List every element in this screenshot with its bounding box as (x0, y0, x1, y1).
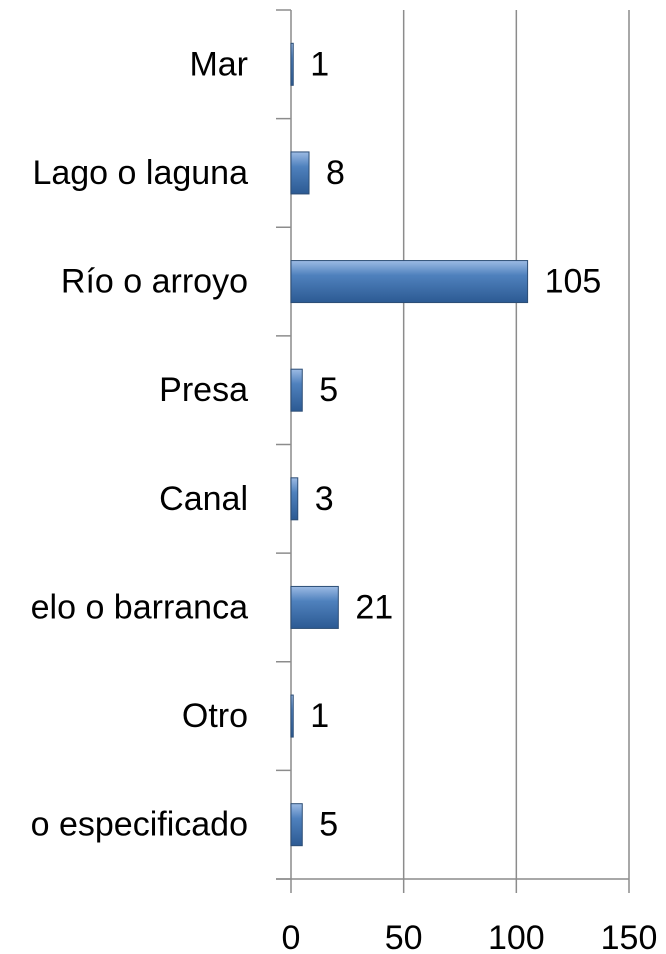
x-tick-label: 150 (601, 919, 658, 954)
y-tick-label: Canal (159, 480, 248, 518)
bar (290, 151, 310, 195)
bar (290, 803, 303, 847)
data-label: 1 (310, 45, 329, 83)
y-tick-label: Río o arroyo (61, 263, 248, 301)
y-tick-label: Presa (159, 371, 248, 409)
bar (290, 42, 294, 86)
bar (290, 260, 529, 304)
y-tick-label: Otro (182, 697, 248, 735)
bar (290, 694, 294, 738)
bar (290, 477, 299, 521)
x-tick-label: 100 (488, 919, 545, 954)
data-label: 3 (315, 480, 334, 518)
y-tick-label: elo o barranca (31, 588, 248, 626)
y-tick-label: o especificado (31, 806, 248, 844)
y-tick-label: Mar (189, 45, 248, 83)
data-label: 21 (355, 588, 393, 626)
data-label: 5 (319, 806, 338, 844)
x-tick-label: 0 (282, 919, 301, 954)
data-label: 105 (545, 263, 602, 301)
data-label: 8 (326, 154, 345, 192)
bar (290, 368, 303, 412)
x-tick-label: 50 (385, 919, 423, 954)
y-tick-label: Lago o laguna (32, 154, 248, 192)
bar (290, 585, 339, 629)
data-label: 1 (310, 697, 329, 735)
data-label: 5 (319, 371, 338, 409)
